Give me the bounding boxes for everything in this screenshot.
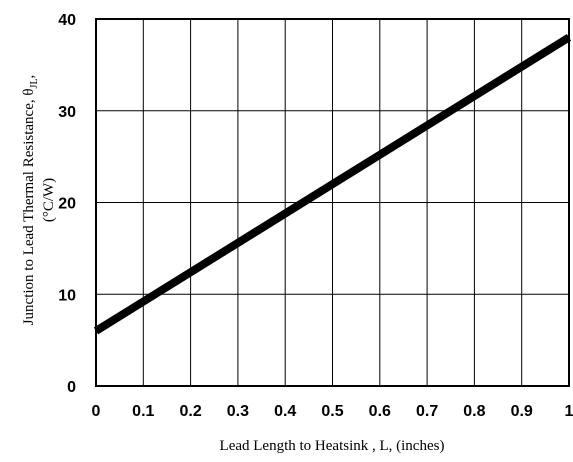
y-axis-label: Junction to Lead Thermal Resistance, θJL… — [21, 75, 57, 326]
y-axis-label-line1: Junction to Lead Thermal Resistance, θJL… — [21, 75, 40, 326]
x-tick-label: 0.1 — [132, 403, 154, 420]
x-tick-label: 0.7 — [416, 403, 438, 420]
series-layer — [93, 33, 572, 335]
grid — [95, 18, 570, 387]
y-tick-label: 30 — [58, 104, 76, 121]
y-tick-labels: 0 10 20 30 40 — [58, 12, 76, 396]
x-tick-label: 0.5 — [321, 403, 343, 420]
y-axis-label-line2: (°C/W) — [41, 178, 57, 222]
x-tick-label: 0.8 — [463, 403, 485, 420]
x-axis-label: Lead Length to Heatsink , L, (inches) — [220, 438, 445, 454]
plot-frame — [95, 18, 570, 387]
y-tick-label: 10 — [58, 287, 76, 304]
x-tick-label: 0.9 — [511, 403, 533, 420]
x-tick-label: 0.6 — [369, 403, 391, 420]
y-tick-label: 40 — [58, 12, 76, 29]
series-line-0 — [93, 33, 572, 335]
y-tick-label: 0 — [67, 379, 76, 396]
y-tick-label: 20 — [58, 196, 76, 213]
x-tick-label: 1 — [565, 403, 573, 420]
x-tick-labels: 0 0.1 0.2 0.3 0.4 0.5 0.6 0.7 0.8 0.9 1 — [92, 403, 573, 420]
x-tick-label: 0.3 — [227, 403, 249, 420]
x-tick-label: 0 — [92, 403, 101, 420]
x-tick-label: 0.2 — [179, 403, 201, 420]
x-tick-label: 0.4 — [274, 403, 296, 420]
